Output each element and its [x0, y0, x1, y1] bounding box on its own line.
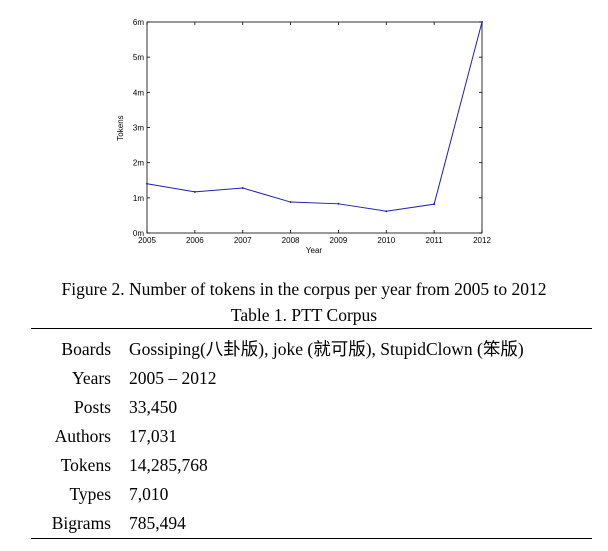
row-label: Types [69, 484, 111, 504]
y-tick-label: 0m [133, 229, 144, 238]
ptt-corpus-table: Boards Gossiping(八卦版), joke (就可版), Stupid… [31, 335, 524, 538]
x-tick-label: 2012 [473, 236, 491, 245]
row-value: 17,031 [129, 426, 178, 446]
row-value: Gossiping(八卦版), joke (就可版), StupidClown … [129, 339, 524, 359]
x-axis-ticks: 2005 2006 2007 2008 2009 2010 2011 2012 [138, 22, 491, 245]
table-row: Types 7,010 [31, 480, 524, 509]
row-value: 2005 – 2012 [129, 368, 217, 388]
data-point [146, 182, 148, 185]
data-point [241, 186, 244, 189]
plot-area [146, 21, 483, 234]
data-point [385, 210, 388, 213]
data-point [289, 201, 292, 204]
table-row: Posts 33,450 [31, 393, 524, 422]
row-label: Years [71, 368, 111, 388]
y-tick-label: 3m [133, 124, 144, 133]
y-tick-label: 6m [133, 18, 144, 27]
table-row: Authors 17,031 [31, 422, 524, 451]
data-point [193, 190, 196, 193]
row-label: Boards [61, 339, 111, 359]
data-point [481, 21, 483, 23]
row-label: Bigrams [51, 513, 111, 533]
series-layer [146, 21, 483, 213]
y-axis-ticks: 0m 1m 2m 3m 4m 5m 6m [133, 18, 482, 238]
table-bottom-rule [31, 538, 592, 540]
x-tick-label: 2006 [186, 236, 204, 245]
x-tick-label: 2011 [426, 236, 444, 245]
row-value: 14,285,768 [129, 455, 208, 475]
x-tick-label: 2009 [330, 236, 348, 245]
x-tick-label: 2010 [377, 236, 395, 245]
y-tick-label: 4m [133, 88, 144, 97]
table-row: Years 2005 – 2012 [31, 364, 524, 393]
table-top-rule [31, 328, 592, 330]
data-point [433, 203, 436, 206]
table-row: Tokens 14,285,768 [31, 451, 524, 480]
row-value: 7,010 [129, 484, 169, 504]
y-axis-title: Tokens [116, 115, 125, 140]
table-caption: Table 1. PTT Corpus [230, 305, 378, 325]
tokens-line-chart: 2005 2006 2007 2008 2009 2010 2011 2012 0m 1m 2m 3… [116, 18, 491, 255]
y-tick-label: 5m [133, 53, 144, 62]
y-tick-label: 2m [133, 159, 144, 168]
y-tick-label: 1m [133, 194, 144, 203]
data-point [337, 202, 340, 205]
row-value: 785,494 [129, 513, 186, 533]
x-axis-title: Year [306, 246, 323, 255]
table-row: Bigrams 785,494 [31, 509, 524, 538]
x-tick-label: 2007 [234, 236, 252, 245]
x-tick-label: 2005 [138, 236, 156, 245]
row-label: Tokens [60, 455, 111, 475]
x-tick-label: 2008 [282, 236, 300, 245]
series-line [146, 21, 483, 212]
figure-caption: Figure 2. Number of tokens in the corpus… [61, 279, 547, 299]
row-label: Posts [74, 397, 111, 417]
row-value: 33,450 [129, 397, 178, 417]
row-label: Authors [54, 426, 111, 446]
table-row: Boards Gossiping(八卦版), joke (就可版), Stupid… [31, 335, 524, 364]
